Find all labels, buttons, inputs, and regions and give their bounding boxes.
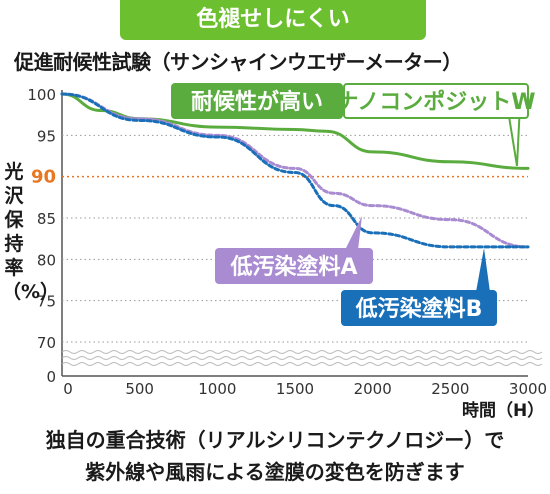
- x-tick-label: 500: [125, 380, 154, 398]
- caption-line-2: 紫外線や風雨による塗膜の変色を防ぎます: [85, 460, 465, 484]
- axis-break-wave: [61, 362, 543, 366]
- caption: 独自の重合技術（リアルシリコンテクノロジー）で 紫外線や風雨による塗膜の変色を防…: [0, 424, 550, 488]
- lowB-pointer: [476, 248, 490, 292]
- series-line-1: [60, 92, 530, 249]
- axis-break-wave: [61, 350, 543, 354]
- feature-banner: 色褪せしにくい: [120, 0, 426, 40]
- series-line-0: [60, 92, 530, 170]
- chart-title: 促進耐候性試験（サンシャインウエザーメーター）: [14, 50, 462, 74]
- nano-label-part2-box: [343, 83, 529, 119]
- x-axis-label: 時間（H）: [462, 401, 545, 421]
- axis-break-wave: [61, 356, 543, 360]
- nano-label-part1-box: [171, 83, 343, 119]
- nano-label-part1: 耐候性が高い: [191, 89, 323, 115]
- x-tick-label: 2500: [431, 380, 469, 398]
- lowA-label: 低汚染塗料A: [229, 254, 357, 280]
- lowA-label-box: [215, 248, 373, 284]
- lowA-pointer: [345, 216, 362, 250]
- caption-line-1: 独自の重合技術（リアルシリコンテクノロジー）で: [45, 428, 505, 452]
- y-axis-label: 光沢保持率（%）: [2, 161, 60, 303]
- x-tick-label: 1000: [198, 380, 236, 398]
- y-tick-label: 100: [27, 86, 56, 104]
- y-tick-label: 95: [37, 127, 56, 145]
- lowB-label: 低汚染塗料B: [355, 296, 483, 322]
- y-tick-label: 85: [37, 210, 56, 228]
- lowB-label-box: [341, 290, 497, 326]
- x-tick-label: 2000: [354, 380, 392, 398]
- y-tick-label: 70: [37, 334, 56, 352]
- x-tick-label: 3000: [509, 380, 547, 398]
- y-tick-label: 90: [31, 167, 56, 188]
- series-line-2: [60, 92, 530, 249]
- y-tick-label: 75: [37, 293, 56, 311]
- x-tick-label: 1500: [276, 380, 314, 398]
- x-tick-label: 0: [63, 380, 73, 398]
- y-tick-label: 80: [37, 251, 56, 269]
- y-tick-label: 0: [46, 368, 56, 386]
- nano-label-part2: ナノコンポジットW: [336, 89, 535, 115]
